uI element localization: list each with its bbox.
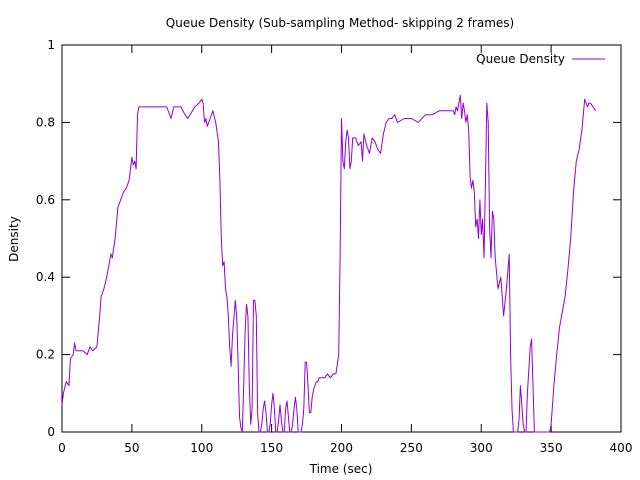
legend-label: Queue Density <box>476 52 565 66</box>
x-tick-label: 350 <box>540 441 563 455</box>
x-tick-label: 150 <box>260 441 283 455</box>
y-axis-label: Density <box>7 216 21 262</box>
y-tick-label: 0.2 <box>36 348 55 362</box>
x-tick-label: 50 <box>124 441 139 455</box>
plot-frame <box>61 44 622 433</box>
legend: Queue Density <box>476 52 605 66</box>
y-tick-label: 0.6 <box>36 193 55 207</box>
x-tick-label: 250 <box>400 441 423 455</box>
y-tick-label: 0.8 <box>36 115 55 129</box>
chart-title: Queue Density (Sub-sampling Method- skip… <box>166 16 514 30</box>
y-tick-label: 1 <box>47 38 55 52</box>
series-layer <box>61 94 597 433</box>
x-axis-label: Time (sec) <box>309 462 373 476</box>
x-axis: 0 50 100 150 200 250 300 350 400 <box>58 45 632 455</box>
x-tick-label: 0 <box>58 441 66 455</box>
x-tick-label: 300 <box>470 441 493 455</box>
series-line-queue-density <box>61 94 597 433</box>
x-tick-label: 200 <box>330 441 353 455</box>
y-tick-label: 0 <box>47 425 55 439</box>
x-tick-label: 100 <box>190 441 213 455</box>
y-tick-label: 0.4 <box>36 270 55 284</box>
x-tick-label: 400 <box>610 441 633 455</box>
y-axis: 0 0.2 0.4 0.6 0.8 1 <box>36 38 621 439</box>
